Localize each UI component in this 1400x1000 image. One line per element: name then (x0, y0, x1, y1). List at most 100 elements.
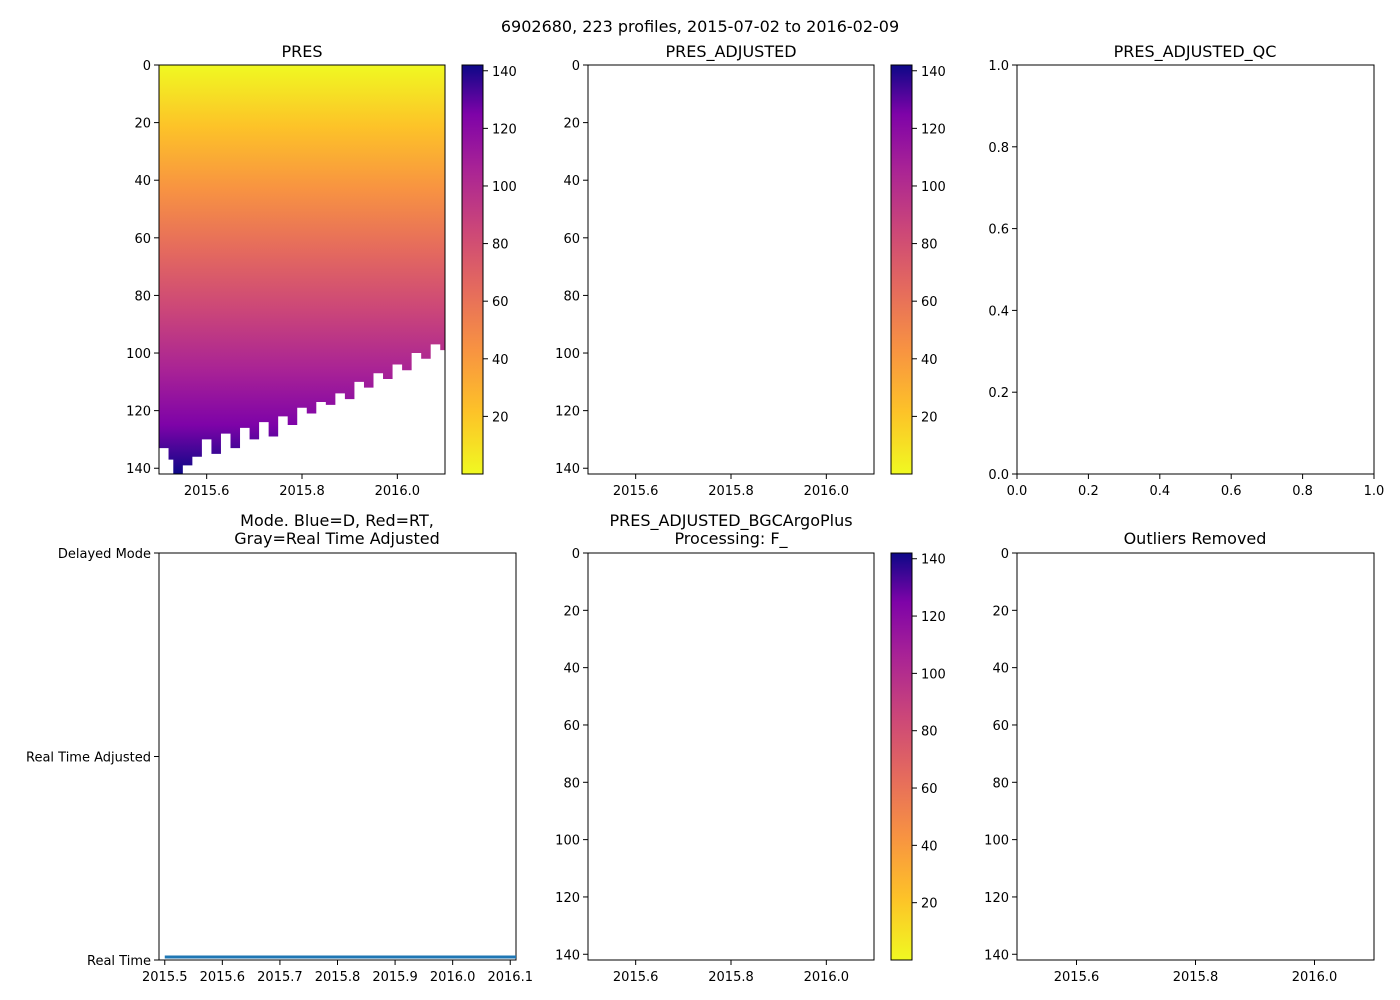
y-tick-label: 40 (134, 174, 151, 189)
x-tick-label: 2016.0 (804, 970, 850, 985)
y-tick-label: 0.6 (988, 223, 1009, 238)
y-tick-label: 40 (563, 174, 580, 189)
colorbar-tick-label: 60 (921, 782, 938, 797)
colorbar-ticks: 20 40 60 80 100 120 140 (483, 65, 517, 425)
y-tick-label: 40 (563, 662, 580, 677)
y-tick-label: 120 (984, 891, 1009, 906)
x-tick-label: 0.6 (1221, 484, 1242, 499)
colorbar-tick-label: 100 (492, 180, 517, 195)
x-tick-label: 2015.8 (279, 484, 325, 499)
axes-ticks: 2015.6 2015.8 2016.0 0 20 40 60 80 100 120 140 (126, 59, 420, 499)
colorbar-tick-label: 80 (921, 725, 938, 740)
colorbar-tick-label: 140 (492, 65, 517, 80)
y-tick-label: 0 (143, 59, 151, 74)
colorbar-ticks: 20 40 60 80 100 120 140 (912, 553, 946, 912)
colorbar-tick-label: 20 (492, 410, 509, 425)
x-tick-label: 2015.8 (315, 970, 361, 985)
y-tick-label: Real Time Adjusted (26, 751, 151, 766)
colorbar-tick-label: 80 (921, 238, 938, 253)
panel-title-line-2: Processing: F_ (674, 529, 788, 549)
x-tick-label: 2016.1 (487, 970, 533, 985)
y-tick-label: 60 (992, 719, 1009, 734)
y-tick-label: 140 (984, 948, 1009, 963)
x-tick-label: 2016.0 (1292, 970, 1338, 985)
colorbar-tick-label: 40 (921, 839, 938, 854)
x-tick-label: 2015.6 (613, 484, 659, 499)
y-tick-label: 60 (563, 232, 580, 247)
y-tick-label: 20 (134, 117, 151, 132)
colorbar-tick-label: 20 (921, 410, 938, 425)
y-tick-label: 60 (563, 719, 580, 734)
y-tick-label: 140 (555, 948, 580, 963)
y-tick-label: Delayed Mode (58, 547, 151, 562)
colorbar-tick-label: 100 (921, 180, 946, 195)
axes-ticks: 0.0 0.2 0.4 0.6 0.8 1.0 0.0 0.2 0.4 0.6 0.8 1.0 (988, 59, 1384, 499)
panel-title-line-1: Mode. Blue=D, Red=RT, (240, 511, 434, 530)
y-tick-label: 0 (572, 59, 580, 74)
y-tick-label: 140 (126, 462, 151, 477)
panel-pres-adjusted: PRES_ADJUSTED 2015.6 2015.8 2016.0 0 20 40 60 8… (555, 42, 946, 499)
x-tick-label: 2015.6 (613, 970, 659, 985)
colorbar-ticks: 20 40 60 80 100 120 140 (912, 65, 946, 425)
x-tick-label: 2015.6 (1054, 970, 1100, 985)
axes-ticks: 2015.6 2015.8 2016.0 0 20 40 60 80 100 120 140 (984, 547, 1337, 985)
x-tick-label: 0.8 (1292, 484, 1313, 499)
x-tick-label: 2016.0 (375, 484, 421, 499)
y-tick-label: 80 (563, 289, 580, 304)
colorbar-tick-label: 120 (921, 122, 946, 137)
y-tick-label: 120 (555, 405, 580, 420)
panel-title: PRES_ADJUSTED (665, 42, 796, 62)
y-tick-label: 100 (984, 834, 1009, 849)
y-tick-label: 80 (992, 776, 1009, 791)
x-tick-label: 0.2 (1078, 484, 1099, 499)
x-tick-label: 0.4 (1149, 484, 1170, 499)
x-tick-label: 2015.6 (184, 484, 230, 499)
colorbar-tick-label: 60 (492, 295, 509, 310)
colorbar-tick-label: 140 (921, 553, 946, 568)
y-tick-label: 80 (563, 776, 580, 791)
panel-outliers-removed: Outliers Removed 2015.6 2015.8 2016.0 0 20 40… (984, 529, 1375, 985)
colorbar (461, 64, 484, 475)
colorbar-tick-label: 20 (921, 897, 938, 912)
colorbar-tick-label: 120 (492, 122, 517, 137)
x-tick-label: 2015.8 (1173, 970, 1219, 985)
y-tick-label: 0 (1001, 547, 1009, 562)
axes-ticks: 2015.6 2015.8 2016.0 0 20 40 60 80 100 120 140 (555, 59, 849, 499)
x-tick-label: 2015.5 (142, 970, 188, 985)
y-tick-label: 20 (992, 604, 1009, 619)
colorbar-tick-label: 40 (492, 353, 509, 368)
panel-title: Outliers Removed (1124, 529, 1267, 548)
axes-ticks: 2015.5 2015.6 2015.7 2015.8 2015.9 2016.0 2016… (26, 547, 533, 985)
axes-frame (1016, 64, 1375, 475)
colorbar (890, 552, 913, 961)
panel-title-line-1: PRES_ADJUSTED_BGCArgoPlus (609, 511, 852, 531)
y-tick-label: 0.8 (988, 141, 1009, 156)
panel-title: PRES (281, 42, 322, 61)
x-tick-label: 1.0 (1364, 484, 1385, 499)
x-tick-label: 2016.0 (804, 484, 850, 499)
pres-missing-data-mask (159, 341, 445, 474)
y-tick-label: 140 (555, 462, 580, 477)
y-tick-label: Real Time (87, 954, 151, 969)
colorbar (890, 64, 913, 475)
axes-ticks: 2015.6 2015.8 2016.0 0 20 40 60 80 100 120 140 (555, 547, 849, 985)
y-tick-label: 60 (134, 232, 151, 247)
panel-title-line-2: Gray=Real Time Adjusted (234, 529, 440, 548)
x-tick-label: 2015.9 (372, 970, 418, 985)
figure-suptitle: 6902680, 223 profiles, 2015-07-02 to 201… (501, 17, 899, 36)
colorbar-tick-label: 100 (921, 667, 946, 682)
panel-pres: PRES 2015.6 2015.8 2016.0 0 20 40 60 80 100 120 14… (126, 42, 517, 499)
colorbar-tick-label: 80 (492, 238, 509, 253)
y-tick-label: 100 (555, 834, 580, 849)
y-tick-label: 100 (126, 347, 151, 362)
axes-frame (587, 64, 875, 475)
y-tick-label: 100 (555, 347, 580, 362)
panel-bgc-argo-plus: PRES_ADJUSTED_BGCArgoPlus Processing: F_… (555, 511, 946, 985)
y-tick-label: 0 (572, 547, 580, 562)
panel-title: PRES_ADJUSTED_QC (1114, 42, 1277, 62)
x-tick-label: 2015.8 (708, 484, 754, 499)
axes-frame (587, 552, 875, 961)
y-tick-label: 0.2 (988, 386, 1009, 401)
y-tick-label: 20 (563, 117, 580, 132)
axes-frame (1016, 552, 1375, 961)
